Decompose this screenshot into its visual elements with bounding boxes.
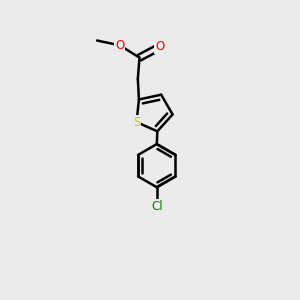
Text: Cl: Cl xyxy=(151,200,163,213)
Text: S: S xyxy=(133,116,140,129)
Text: O: O xyxy=(155,40,165,53)
Text: O: O xyxy=(115,39,124,52)
